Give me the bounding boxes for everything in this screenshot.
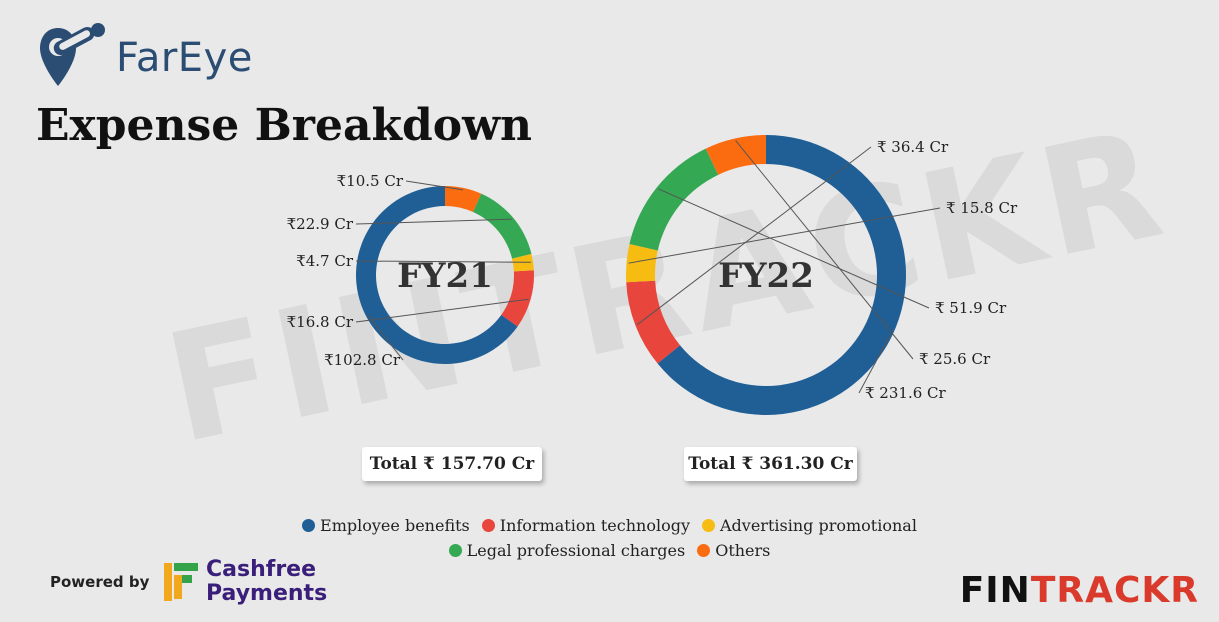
leader-line: [405, 180, 464, 191]
cashfree-mark-icon: [164, 563, 198, 601]
legend-label: Legal professional charges: [466, 541, 686, 560]
legend-swatch: [302, 519, 316, 532]
center-label: FY22: [718, 256, 814, 296]
cashfree-sub: Payments: [206, 581, 328, 606]
data-label-legal-professional-charges: ₹ 51.9 Cr: [935, 299, 1007, 317]
data-label-employee-benefits: ₹102.8 Cr: [324, 351, 401, 369]
legend-label: Advertising promotional: [720, 516, 917, 535]
legend-label: Others: [715, 541, 771, 560]
legend-item-legal-professional-charges: Legal professional charges: [448, 541, 686, 560]
data-label-information-technology: ₹ 36.4 Cr: [877, 138, 949, 156]
powered-by-label: Powered by: [50, 573, 150, 591]
fintrackr-logo: FINTRACKR: [960, 570, 1199, 611]
data-label-advertising-promotional: ₹ 15.8 Cr: [946, 199, 1018, 217]
fintrackr-logo-part-1: FIN: [959, 570, 1031, 611]
slice-legal-professional-charges: [629, 148, 719, 251]
data-label-legal-professional-charges: ₹22.9 Cr: [287, 215, 354, 233]
data-label-employee-benefits: ₹ 231.6 Cr: [865, 384, 946, 402]
cashfree-name: Cashfree: [206, 557, 317, 582]
donut-fy21: ₹102.8 Cr ₹16.8 Cr ₹4.7 Cr ₹22.9 Cr ₹10.5 Cr…: [287, 172, 534, 369]
legend-swatch: [702, 519, 715, 532]
legend-label: Employee benefits: [320, 516, 470, 535]
slice-employee-benefits: [657, 135, 906, 416]
total-fy22: Total ₹ 361.30 Cr: [684, 447, 857, 481]
data-label-information-technology: ₹16.8 Cr: [287, 313, 354, 331]
legend-item-advertising-promotional: Advertising promotional: [702, 516, 917, 535]
leader-line: [735, 140, 914, 360]
data-label-advertising-promotional: ₹4.7 Cr: [296, 252, 354, 270]
leader-line: [355, 260, 532, 263]
leader-line: [858, 333, 892, 394]
data-label-others: ₹ 25.6 Cr: [919, 350, 991, 368]
data-label-others: ₹10.5 Cr: [337, 172, 404, 190]
donut-fy22: ₹ 231.6 Cr ₹ 36.4 Cr ₹ 15.8 Cr ₹ 51.9 Cr ₹ 2…: [626, 135, 1018, 416]
slice-legal-professional-charges: [473, 193, 532, 259]
legend-swatch: [448, 544, 462, 557]
total-fy21: Total ₹ 157.70 Cr: [362, 447, 542, 481]
brand-name: FarEye: [116, 35, 253, 81]
slice-others: [705, 135, 766, 175]
legend-swatch: [697, 544, 711, 557]
legend-label: Information technology: [499, 516, 690, 535]
cashfree-logo: Cashfree Payments: [160, 558, 327, 606]
center-label: FY21: [397, 256, 493, 296]
fareye-logo: FarEye: [38, 22, 253, 94]
leader-line: [355, 218, 512, 225]
page-title: Expense Breakdown: [36, 100, 532, 151]
slice-information-technology: [501, 270, 534, 327]
leader-line: [367, 314, 404, 361]
leader-line: [658, 188, 930, 309]
telescope-pin-icon: [40, 23, 105, 86]
leader-line: [355, 298, 529, 323]
legend-item-information-technology: Information technology: [481, 516, 690, 535]
legend-item-employee-benefits: Employee benefits: [302, 516, 470, 535]
legend-swatch: [481, 519, 495, 532]
legend: Employee benefits Information technology…: [0, 516, 1219, 560]
slice-information-technology: [626, 280, 681, 364]
fintrackr-logo-part-2: TRACKR: [1030, 570, 1199, 611]
leader-line: [628, 207, 941, 264]
slice-others: [445, 186, 482, 212]
leader-line: [636, 146, 872, 326]
legend-item-others: Others: [697, 541, 770, 560]
slice-advertising-promotional: [626, 244, 658, 283]
